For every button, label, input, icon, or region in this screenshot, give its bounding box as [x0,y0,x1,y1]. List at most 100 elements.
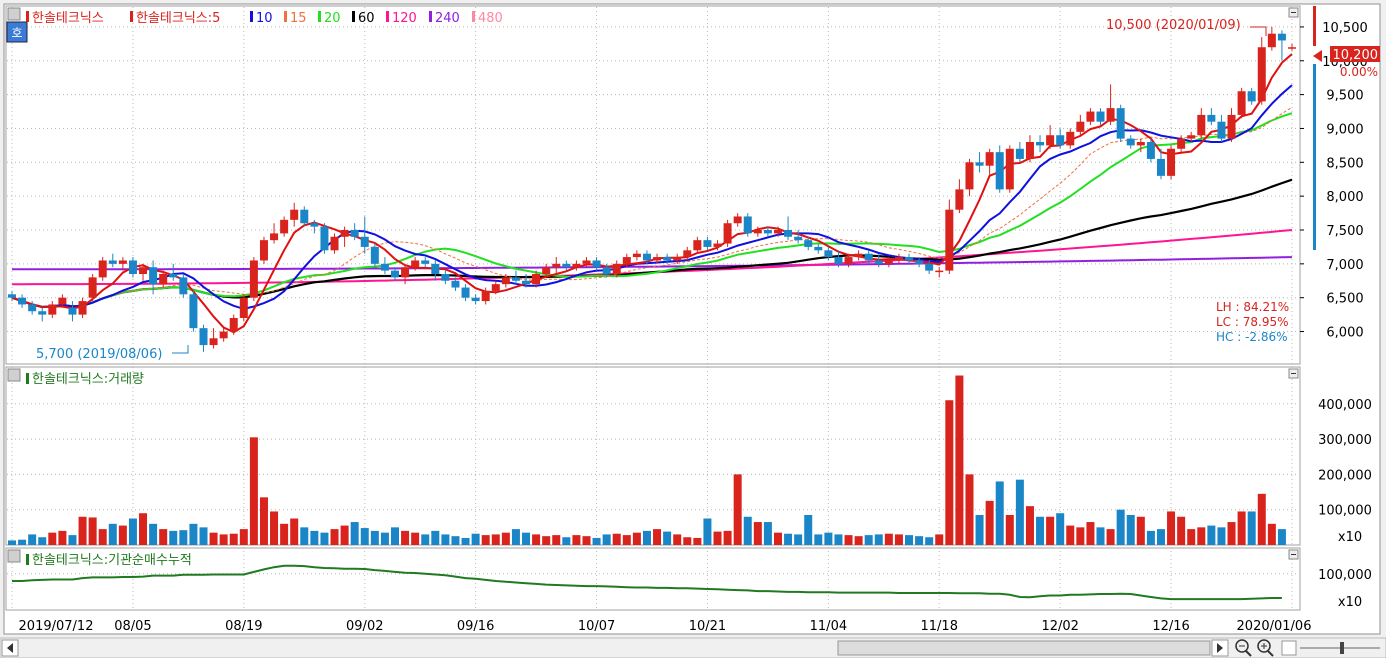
candle-body [582,260,591,264]
volume-bar [259,497,268,545]
candle-body [763,230,772,234]
volume-bar [310,530,319,545]
inst-panel-controls[interactable] [1288,549,1299,560]
candle-body [562,263,571,268]
candle-body [612,263,621,274]
zoom-slider[interactable] [1281,640,1380,656]
volume-tick-label: 200,000 [1318,468,1372,483]
candle-body [965,162,974,190]
ma-15-line [11,106,1293,308]
volume-bar [209,532,218,545]
candle-body [239,297,248,318]
volume-bar [38,537,47,545]
volume-bar [501,532,510,545]
badge-box[interactable] [6,21,28,43]
volume-bar [612,533,621,545]
volume-bar [663,531,672,545]
candle-body [804,240,813,247]
volume-bar [451,536,460,545]
candle-body [834,257,843,264]
volume-bar [1005,514,1014,545]
volume-bar [532,534,541,545]
volume-bar [1217,527,1226,545]
ma-240-line [12,256,1293,271]
candle-body [874,260,883,264]
volume-bar [471,533,480,545]
volume-bar [622,535,631,545]
legend-ma-15: 15 [290,11,307,26]
candle-body [431,263,440,274]
candle-body [139,267,148,274]
volume-bar [219,534,228,545]
candle-body [522,280,531,285]
volume-bar [1036,516,1045,545]
price-panel-controls[interactable] [1288,7,1299,18]
badge-label: 호 [11,26,22,40]
volume-bar [28,534,37,545]
candle-body [743,216,752,234]
volume-bar [1197,527,1206,545]
candle-body [441,274,450,281]
candle-body [8,294,16,298]
candle-body [340,230,349,237]
candle-body [481,290,490,302]
legend-ma-60: 60 [358,11,375,26]
candle-body [209,338,218,346]
candle-body [1136,142,1145,146]
volume-bar [1187,529,1196,545]
volume-bar [68,535,77,545]
volume-bar [935,534,944,545]
volume-bar [683,537,692,545]
volume-bar [703,518,712,545]
volume-tick-label: 400,000 [1318,398,1372,413]
volume-bar [572,535,581,545]
volume-bar [844,535,853,545]
lc-stat: LC : 78.95% [1216,315,1289,329]
candle-body [572,263,581,268]
volume-bar [552,535,561,545]
candle-body [532,274,541,285]
candle-body [189,294,198,329]
zoom-in-icon[interactable] [1257,639,1274,657]
candle-body [401,267,410,278]
ma-5-line [11,53,1293,334]
volume-bar [602,534,611,545]
candle-body [48,304,57,315]
volume-bar [945,400,954,545]
volume-bar [441,534,450,545]
volume-bar [320,532,329,545]
volume-bar [1247,511,1256,545]
candle-body [219,331,228,339]
candle-body [592,260,601,268]
legend-ma5: 한솔테크닉스:5 [136,11,220,26]
volume-bar [985,500,994,545]
volume-bar [249,437,258,545]
candle-body [703,240,712,247]
low-annotation: 5,700 (2019/08/06) [36,347,162,362]
scroll-thumb[interactable] [837,640,1211,656]
volume-bar [834,534,843,545]
volume-bar [642,530,651,545]
volume-bar [854,536,863,545]
horizontal-scrollbar[interactable] [0,637,1386,658]
candle-body [1227,114,1236,139]
candle-body [915,260,924,264]
volume-bar [673,534,682,545]
volume-bar [270,511,279,545]
candle-body [380,263,389,271]
volume-bar [1237,511,1246,545]
candle-body [350,230,359,237]
volume-bar [491,534,500,545]
candle-body [824,250,833,258]
candle-body [864,253,873,261]
volume-bar [1146,530,1155,545]
volume-panel-controls[interactable] [1288,368,1299,379]
zoom-out-icon[interactable] [1235,639,1252,657]
candle-body [552,263,561,268]
candle-body [905,257,914,261]
candle-body [360,236,369,247]
candle-body [169,274,178,278]
volume-bar [88,517,97,545]
candle-body [1237,91,1246,115]
candle-body [1288,47,1296,49]
